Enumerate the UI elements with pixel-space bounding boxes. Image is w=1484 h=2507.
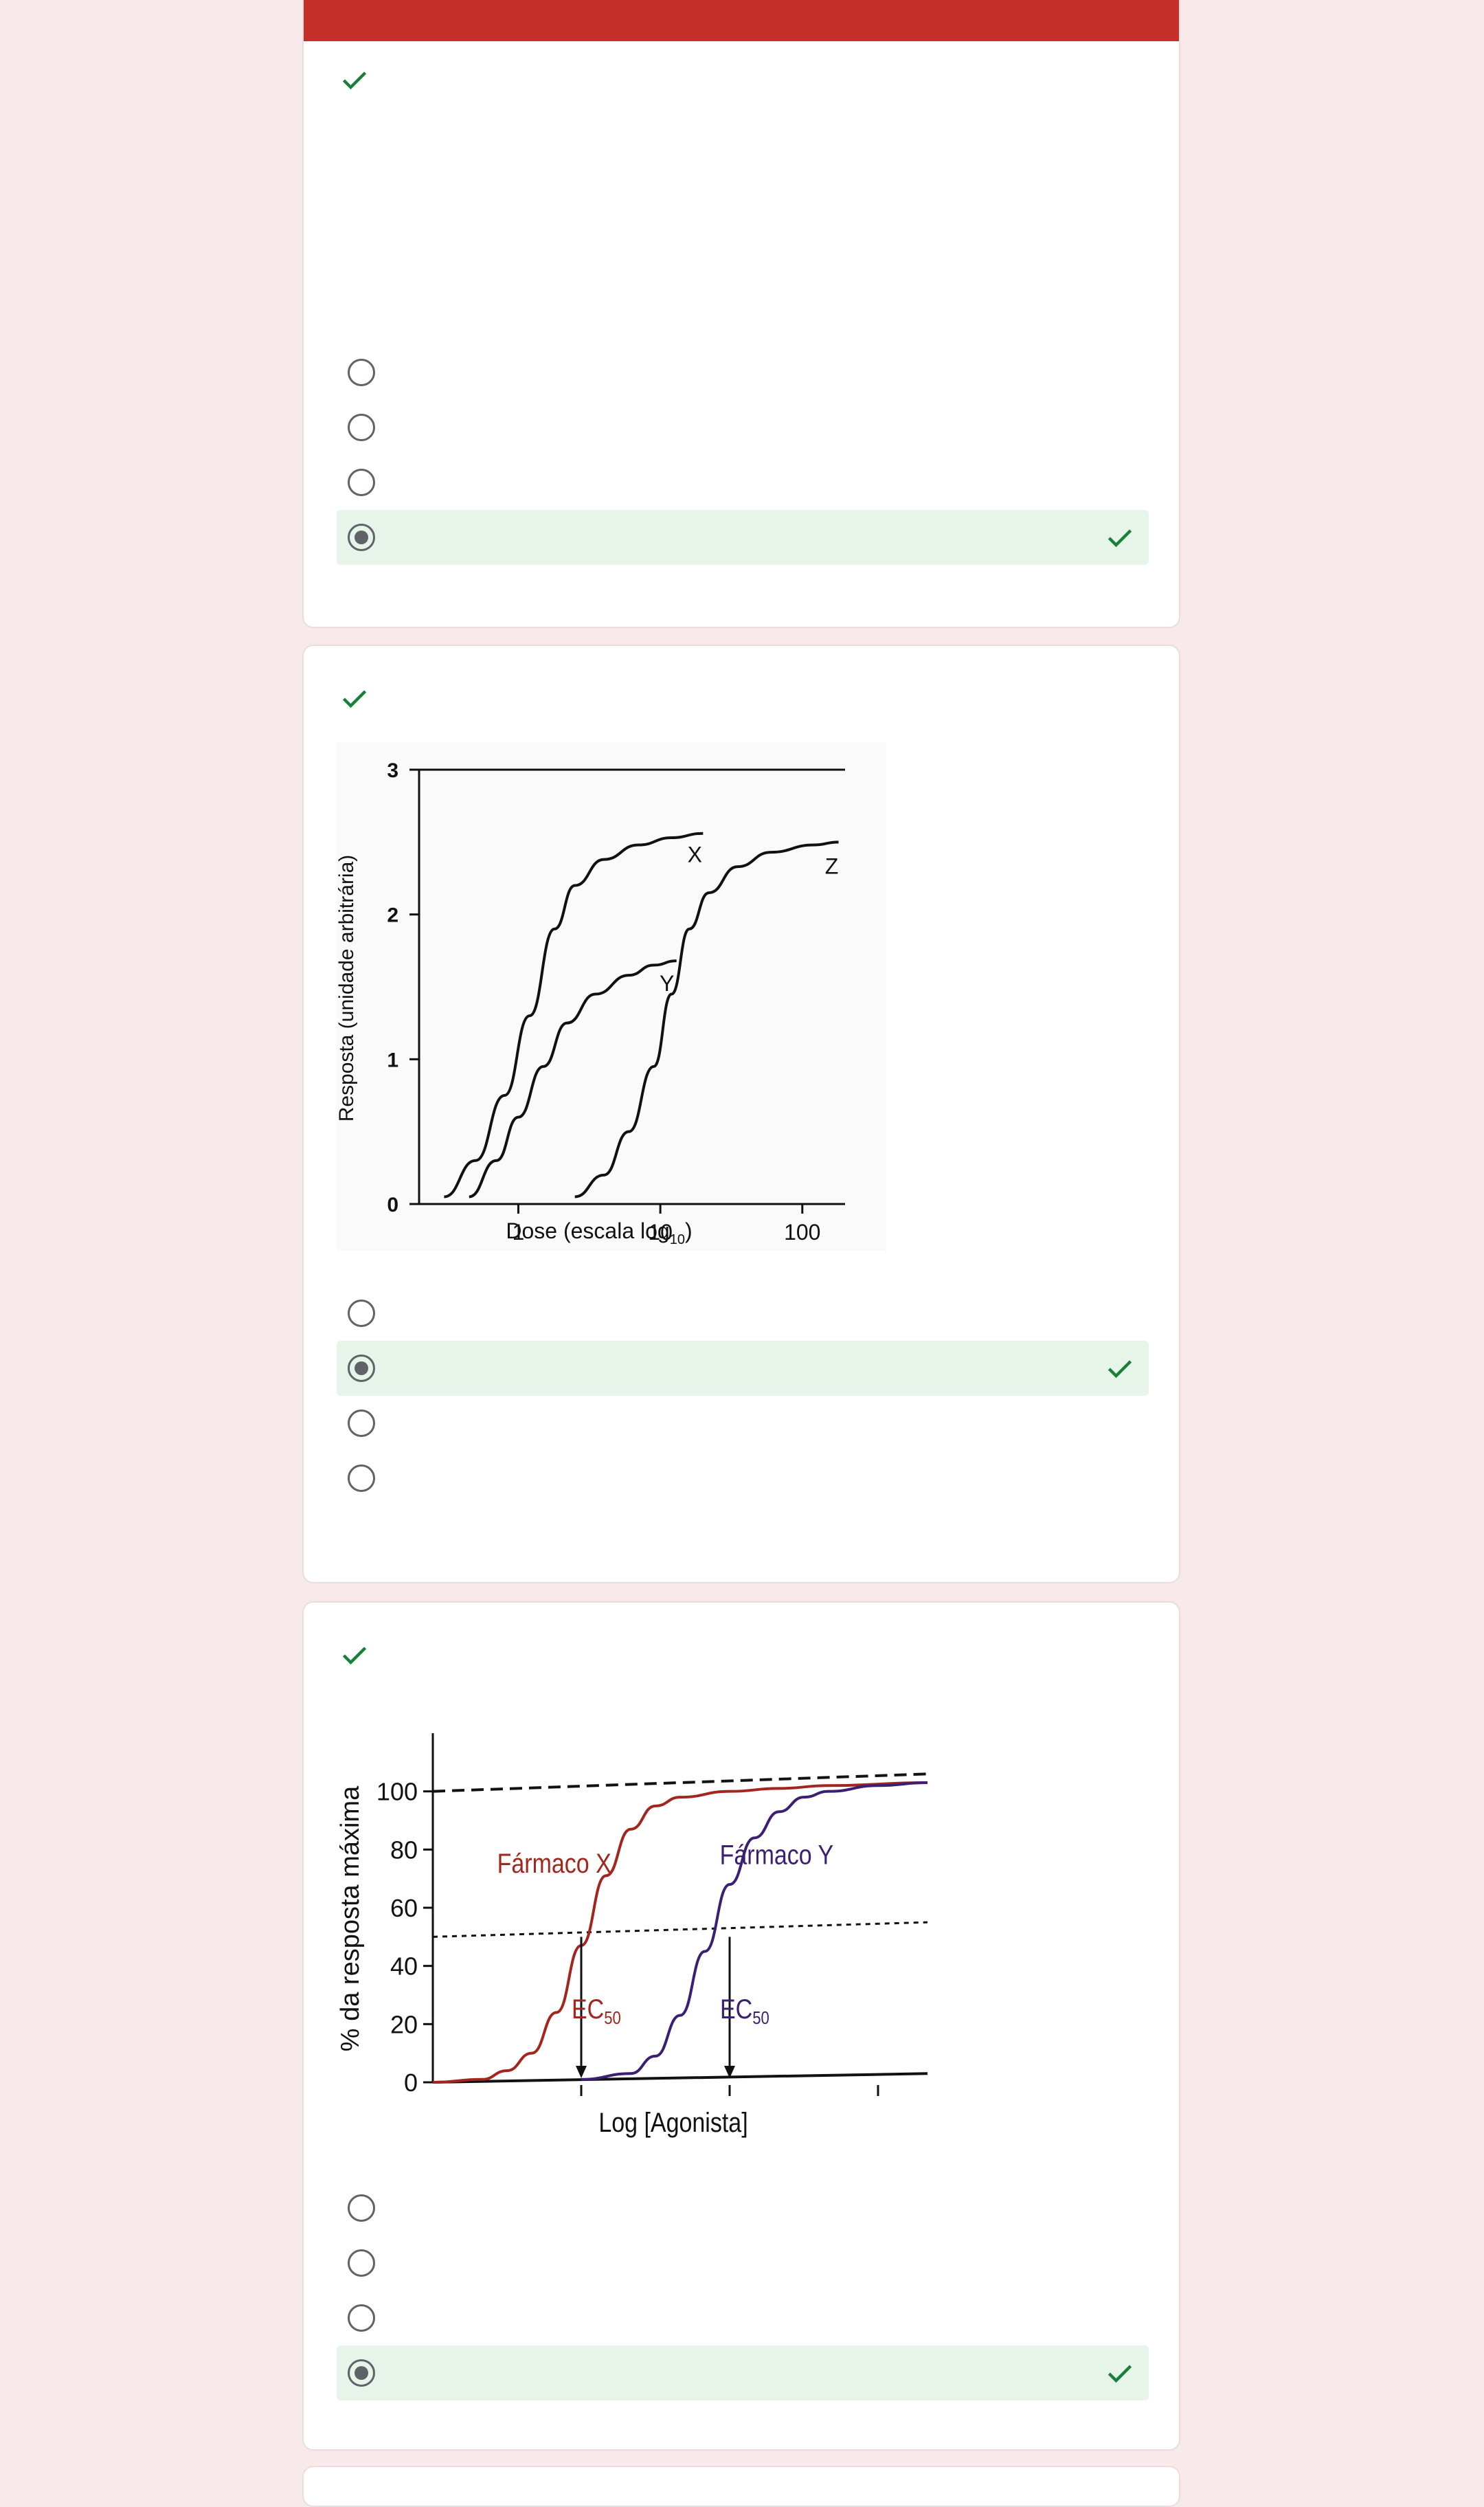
option-row-correct[interactable] xyxy=(337,510,1149,565)
option-row-correct[interactable] xyxy=(337,2346,1149,2400)
question-card-3: Fármaco X Fármaco Y 0 20 40 60 80 100 EC50 EC50… xyxy=(302,1601,1180,2451)
ec50-arrowhead xyxy=(576,2066,587,2078)
y-tick-label: 1 xyxy=(387,1049,398,1071)
check-icon xyxy=(1108,1360,1132,1379)
radio-unchecked-icon[interactable] xyxy=(348,1464,375,1492)
series-label-farmaco-y: Fármaco Y xyxy=(720,1839,834,1870)
reference-line-dashed xyxy=(432,1772,928,1793)
reference-line-solid xyxy=(432,2072,928,2084)
dose-response-chart: X Y Z 0 1 2 3 1 10 100 Dose (escala log10) Respo… xyxy=(337,742,886,1251)
series-line-y xyxy=(469,959,677,1199)
y-tick-label: 0 xyxy=(387,1194,398,1216)
option-row[interactable] xyxy=(337,1396,1149,1451)
form-header-bar xyxy=(304,0,1179,41)
y-tick-label: 40 xyxy=(390,1952,418,1981)
x-tick-label: 1 xyxy=(513,1220,525,1245)
y-axis-label: % da resposta máxima xyxy=(337,1785,365,2051)
radio-unchecked-icon[interactable] xyxy=(348,2304,375,2332)
option-row[interactable] xyxy=(337,400,1149,455)
option-row[interactable] xyxy=(337,2236,1149,2291)
y-tick-label: 80 xyxy=(390,1836,418,1864)
series-line-farmaco-x xyxy=(432,1781,928,2084)
radio-unchecked-icon[interactable] xyxy=(348,1410,375,1437)
y-tick-label: 60 xyxy=(390,1894,418,1922)
ec50-label: EC50 xyxy=(720,1993,769,2028)
y-tick-label: 3 xyxy=(387,759,398,782)
y-tick-label: 100 xyxy=(376,1778,418,1806)
series-label-y: Y xyxy=(660,971,674,996)
series-line-x xyxy=(443,832,704,1199)
y-tick-label: 20 xyxy=(390,2010,418,2038)
series-label-z: Z xyxy=(825,854,839,878)
radio-unchecked-icon[interactable] xyxy=(348,469,375,496)
check-icon xyxy=(342,1647,367,1665)
question-card-4 xyxy=(302,2466,1180,2507)
series-label-x: X xyxy=(688,843,702,867)
concentration-response-chart: Fármaco X Fármaco Y 0 20 40 60 80 100 EC50 EC50… xyxy=(337,1719,941,2159)
option-row[interactable] xyxy=(337,2291,1149,2346)
check-icon xyxy=(342,71,367,90)
ec50-label: EC50 xyxy=(572,1993,621,2028)
x-axis-label: Log [Agonista] xyxy=(598,2106,747,2137)
series-label-farmaco-x: Fármaco X xyxy=(497,1848,611,1879)
radio-unchecked-icon[interactable] xyxy=(348,2249,375,2277)
check-icon xyxy=(342,690,367,709)
radio-unchecked-icon[interactable] xyxy=(348,2194,375,2222)
radio-checked-icon[interactable] xyxy=(348,2359,375,2387)
x-tick-label: 10 xyxy=(648,1220,673,1245)
radio-unchecked-icon[interactable] xyxy=(348,414,375,441)
ec50-arrowhead xyxy=(724,2066,735,2078)
radio-checked-icon[interactable] xyxy=(348,524,375,551)
y-axis-label: Resposta (unidade arbitrária) xyxy=(337,855,358,1122)
y-tick-label: 2 xyxy=(387,904,398,927)
series-line-z xyxy=(574,840,839,1199)
radio-unchecked-icon[interactable] xyxy=(348,1300,375,1327)
option-row[interactable] xyxy=(337,455,1149,510)
question-card-1 xyxy=(302,0,1180,628)
check-icon xyxy=(1108,529,1132,548)
option-row[interactable] xyxy=(337,345,1149,400)
check-icon xyxy=(1108,2365,1132,2383)
x-axis-label: Dose (escala log10) xyxy=(506,1218,692,1247)
radio-checked-icon[interactable] xyxy=(348,1355,375,1382)
radio-unchecked-icon[interactable] xyxy=(348,359,375,386)
option-row[interactable] xyxy=(337,2181,1149,2236)
question-card-2: X Y Z 0 1 2 3 1 10 100 Dose (escala log10) Respo… xyxy=(302,645,1180,1583)
option-row[interactable] xyxy=(337,1451,1149,1506)
series-line-farmaco-y xyxy=(581,1781,928,2081)
option-row[interactable] xyxy=(337,1286,1149,1341)
option-row-correct[interactable] xyxy=(337,1341,1149,1396)
y-tick-label: 0 xyxy=(404,2069,418,2097)
x-tick-label: 100 xyxy=(784,1220,820,1245)
